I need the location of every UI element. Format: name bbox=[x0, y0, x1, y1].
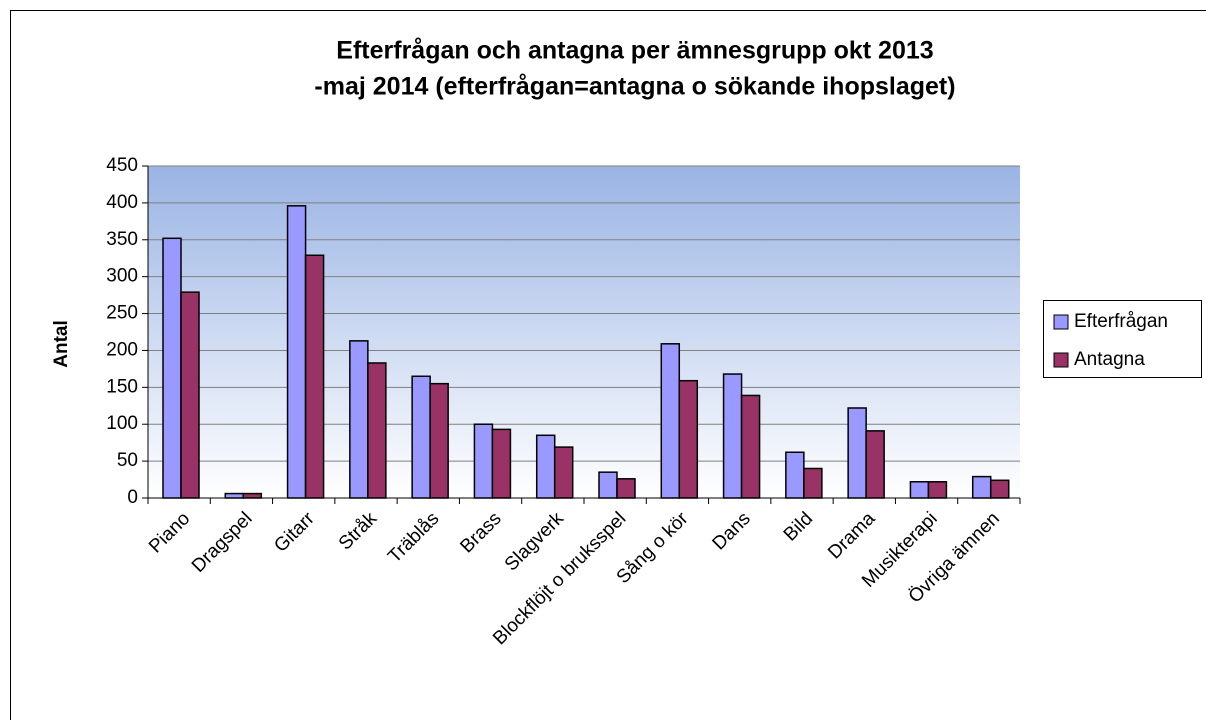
y-tick-label: 200 bbox=[106, 339, 138, 360]
x-tick-label: Brass bbox=[456, 508, 505, 557]
x-tick-label: Dragspel bbox=[188, 508, 257, 577]
bar bbox=[909, 481, 930, 499]
bar bbox=[180, 291, 200, 499]
bar bbox=[740, 394, 761, 499]
bar bbox=[927, 481, 948, 499]
bar bbox=[162, 237, 182, 499]
bar bbox=[429, 382, 449, 499]
y-axis-label: Antal bbox=[51, 320, 72, 368]
bar bbox=[803, 467, 823, 499]
y-tick-label: 250 bbox=[106, 303, 138, 324]
y-tick-label: 0 bbox=[127, 487, 138, 508]
y-tick-label: 150 bbox=[106, 376, 138, 397]
bar bbox=[865, 430, 885, 499]
legend: Efterfrågan Antagna bbox=[1043, 300, 1202, 378]
bar bbox=[367, 362, 387, 499]
legend-swatch bbox=[1053, 314, 1069, 330]
bar bbox=[971, 475, 992, 499]
x-tick-label: Drama bbox=[824, 508, 879, 563]
legend-box bbox=[1043, 300, 1202, 378]
bar bbox=[678, 379, 699, 499]
x-tick-label: Stråk bbox=[335, 508, 382, 555]
bar bbox=[304, 254, 325, 499]
chart-border bbox=[10, 10, 1206, 720]
bar bbox=[616, 478, 636, 499]
bar bbox=[553, 446, 574, 499]
y-tick-label: 100 bbox=[106, 413, 138, 434]
legend-label: Efterfrågan bbox=[1074, 311, 1168, 332]
chart-title: Efterfrågan och antagna per ämnesgrupp o… bbox=[336, 37, 933, 65]
bar bbox=[473, 423, 494, 499]
bar bbox=[598, 471, 618, 499]
x-tick-label: Bild bbox=[780, 508, 817, 545]
y-tick-label: 50 bbox=[117, 450, 138, 471]
bar bbox=[286, 205, 307, 499]
bar bbox=[491, 428, 512, 499]
y-tick-label: 350 bbox=[106, 229, 138, 250]
x-tick-label: Träblås bbox=[384, 508, 443, 567]
bar bbox=[535, 434, 556, 499]
bar bbox=[242, 492, 263, 499]
legend-label: Antagna bbox=[1074, 349, 1145, 370]
bar bbox=[411, 375, 431, 499]
plot-background bbox=[148, 166, 1020, 498]
x-tick-label: Dans bbox=[709, 508, 755, 554]
bar bbox=[722, 373, 743, 499]
bar bbox=[847, 407, 867, 499]
bar bbox=[785, 451, 805, 499]
x-tick-label: Gitarr bbox=[270, 508, 319, 557]
y-tick-label: 450 bbox=[106, 155, 138, 176]
y-tick-label: 400 bbox=[106, 192, 138, 213]
x-tick-label: Piano bbox=[145, 508, 194, 557]
bar bbox=[224, 492, 245, 499]
bar bbox=[349, 340, 369, 499]
legend-swatch bbox=[1053, 352, 1069, 368]
bar bbox=[660, 343, 681, 499]
y-tick-label: 300 bbox=[106, 266, 138, 287]
chart-title: -maj 2014 (efterfrågan=antagna o sökande… bbox=[314, 73, 955, 101]
bar bbox=[989, 479, 1010, 499]
